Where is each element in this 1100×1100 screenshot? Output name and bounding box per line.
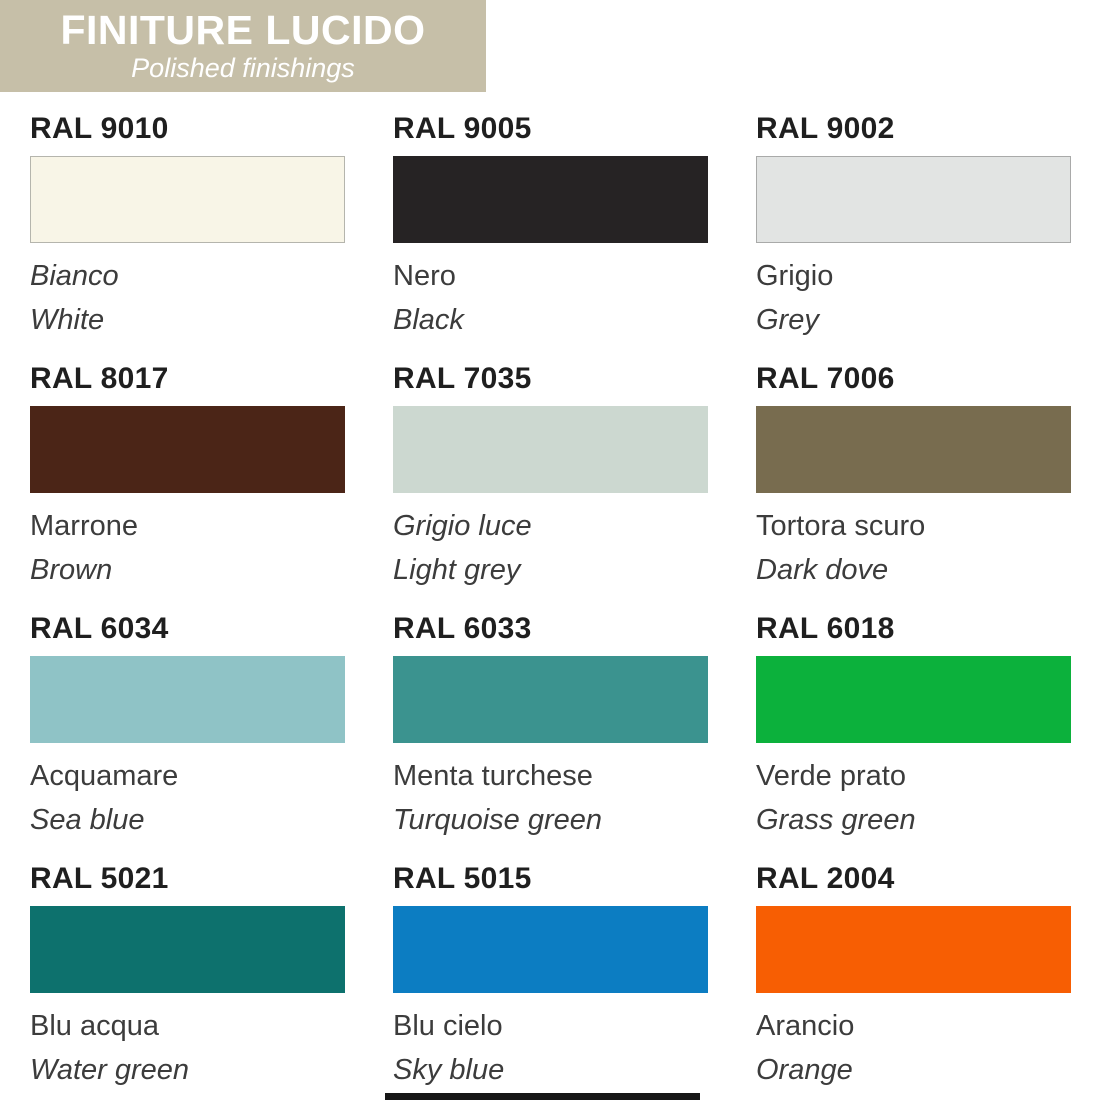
color-name-italian: Nero xyxy=(393,260,456,292)
swatch-cell: RAL 9005 Nero Black xyxy=(393,113,708,342)
color-name-english: Grass green xyxy=(756,804,916,836)
color-swatch xyxy=(393,906,708,993)
swatch-cell: RAL 5015 Blu cielo Sky blue xyxy=(393,863,708,1092)
color-swatch xyxy=(756,406,1071,493)
color-swatch xyxy=(393,656,708,743)
ral-code-label: RAL 8017 xyxy=(30,362,169,395)
bottom-crop-bar xyxy=(385,1093,700,1100)
ral-code-label: RAL 6033 xyxy=(393,612,532,645)
color-name-italian: Bianco xyxy=(30,260,119,292)
color-name-italian: Grigio xyxy=(756,260,834,292)
color-swatch xyxy=(756,906,1071,993)
color-name-english: Turquoise green xyxy=(393,804,603,836)
color-swatch xyxy=(30,406,345,493)
swatch-cell: RAL 8017 Marrone Brown xyxy=(30,363,345,592)
color-name-italian: Verde prato xyxy=(756,760,906,792)
color-name-italian: Marrone xyxy=(30,510,138,542)
swatch-cell: RAL 9010 Bianco White xyxy=(30,113,345,342)
color-swatch xyxy=(30,906,345,993)
ral-code-label: RAL 2004 xyxy=(756,862,895,895)
header-banner: FINITURE LUCIDO Polished finishings xyxy=(0,0,486,92)
swatch-cell: RAL 6034 Acquamare Sea blue xyxy=(30,613,345,842)
color-swatch xyxy=(393,406,708,493)
swatch-cell: RAL 2004 Arancio Orange xyxy=(756,863,1071,1092)
ral-code-label: RAL 7035 xyxy=(393,362,532,395)
ral-code-label: RAL 6018 xyxy=(756,612,895,645)
color-name-english: Black xyxy=(393,304,464,336)
ral-code-label: RAL 5015 xyxy=(393,862,532,895)
color-name-english: Dark dove xyxy=(756,554,889,586)
swatch-cell: RAL 6018 Verde prato Grass green xyxy=(756,613,1071,842)
color-swatch xyxy=(756,156,1071,243)
color-name-english: Water green xyxy=(30,1054,190,1086)
color-name-english: Grey xyxy=(756,304,819,336)
color-name-english: Brown xyxy=(30,554,113,586)
color-swatch xyxy=(30,656,345,743)
page-subtitle: Polished finishings xyxy=(131,53,355,83)
color-swatch xyxy=(393,156,708,243)
color-name-english: Orange xyxy=(756,1054,853,1086)
swatch-cell: RAL 5021 Blu acqua Water green xyxy=(30,863,345,1092)
color-name-english: Sky blue xyxy=(393,1054,505,1086)
swatch-cell: RAL 7035 Grigio luce Light grey xyxy=(393,363,708,592)
color-name-italian: Blu acqua xyxy=(30,1010,159,1042)
ral-code-label: RAL 9002 xyxy=(756,112,895,145)
ral-code-label: RAL 9005 xyxy=(393,112,532,145)
color-name-english: Sea blue xyxy=(30,804,145,836)
swatch-cell: RAL 7006 Tortora scuro Dark dove xyxy=(756,363,1071,592)
color-name-italian: Acquamare xyxy=(30,760,179,792)
color-swatch xyxy=(30,156,345,243)
swatch-grid: RAL 9010 Bianco White RAL 9005 Nero Blac… xyxy=(30,113,1074,1092)
swatch-cell: RAL 6033 Menta turchese Turquoise green xyxy=(393,613,708,842)
color-name-italian: Tortora scuro xyxy=(756,510,926,542)
color-name-italian: Arancio xyxy=(756,1010,855,1042)
swatch-cell: RAL 9002 Grigio Grey xyxy=(756,113,1071,342)
page-title: FINITURE LUCIDO xyxy=(60,7,426,53)
color-swatch xyxy=(756,656,1071,743)
color-name-italian: Menta turchese xyxy=(393,760,593,792)
ral-code-label: RAL 5021 xyxy=(30,862,169,895)
color-name-english: White xyxy=(30,304,105,336)
ral-code-label: RAL 7006 xyxy=(756,362,895,395)
color-name-italian: Grigio luce xyxy=(393,510,532,542)
color-name-english: Light grey xyxy=(393,554,521,586)
ral-code-label: RAL 6034 xyxy=(30,612,169,645)
color-name-italian: Blu cielo xyxy=(393,1010,503,1042)
ral-code-label: RAL 9010 xyxy=(30,112,169,145)
